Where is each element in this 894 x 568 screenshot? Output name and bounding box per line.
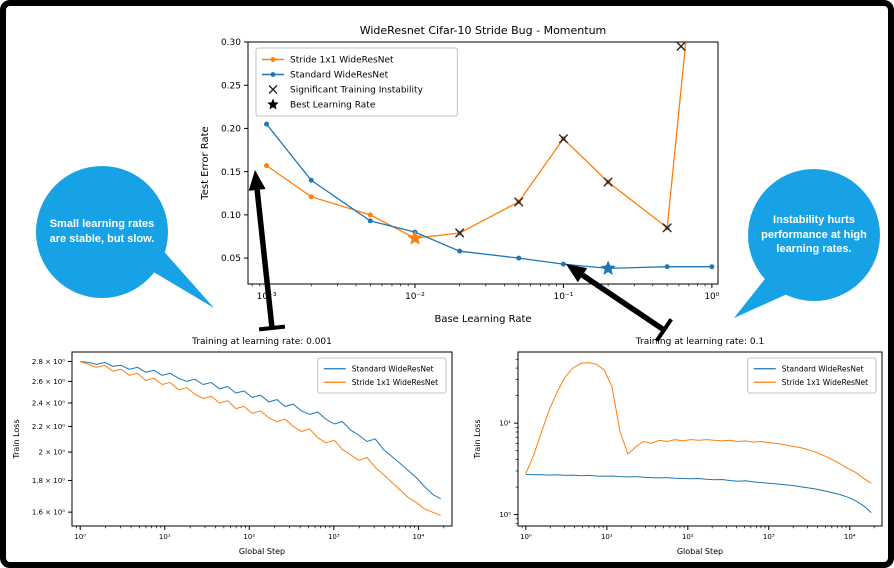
y-tick-label: 1.6 × 10⁰	[32, 509, 65, 517]
y-tick-label: 0.25	[221, 81, 241, 91]
legend-label: Stride 1x1 WideResNet	[352, 378, 438, 387]
x-tick-label: 10⁻²	[405, 292, 425, 302]
y-tick-label: 2.8 × 10⁰	[32, 358, 65, 366]
y-tick-label: 10¹	[499, 420, 511, 428]
chart-title: Training at learning rate: 0.001	[191, 337, 332, 347]
y-tick-label: 0.30	[221, 38, 241, 48]
y-axis-label: Train Loss	[473, 419, 482, 459]
x-tick-label: 10¹	[601, 533, 613, 541]
y-tick-label: 0.10	[221, 211, 241, 221]
instability-x-marker	[514, 197, 524, 207]
series-line	[525, 362, 872, 484]
y-tick-label: 10⁰	[499, 511, 511, 519]
x-tick-label: 10⁰	[520, 533, 532, 541]
instability-x-marker	[603, 177, 613, 187]
chart-training-lr-01: 10⁰ 10¹ 10² 10³ 10⁴ 10⁰ 10¹ Training at learnin…	[473, 337, 883, 556]
legend-label: Stride 1x1 WideResNet	[290, 56, 394, 66]
y-tick-label: 2.2 × 10⁰	[32, 423, 65, 431]
callout-right-text: Instability hurts performance at high le…	[761, 213, 867, 256]
callout-left-text: Small learning rates are stable, but slo…	[49, 218, 155, 245]
instability-x-marker	[676, 41, 686, 52]
chart-title: Training at learning rate: 0.1	[635, 337, 764, 347]
plot-box	[517, 351, 883, 527]
y-axis-label: Test Error Rate	[200, 126, 211, 200]
x-tick-label: 10⁰	[704, 292, 719, 302]
x-axis-label: Global Step	[239, 547, 285, 556]
y-tick-label: 2.6 × 10⁰	[32, 378, 65, 386]
x-tick-label: 10³	[328, 533, 340, 541]
y-tick-label: 2.4 × 10⁰	[32, 399, 65, 407]
instability-x-marker	[558, 134, 569, 144]
x-tick-label: 10²	[682, 533, 694, 541]
y-tick-label: 0.15	[221, 168, 241, 178]
y-tick-label: 0.05	[221, 254, 241, 264]
legend-label: Standard WideResNet	[782, 364, 864, 373]
x-tick-label: 10⁴	[844, 533, 856, 541]
x-axis-label: Base Learning Rate	[434, 314, 531, 325]
series-line	[80, 361, 442, 500]
series-line	[266, 41, 687, 239]
x-tick-label: 10⁻¹	[554, 292, 574, 302]
plot-box	[71, 351, 453, 527]
y-axis-label: Train Loss	[12, 419, 21, 459]
legend-label: Standard WideResNet	[290, 71, 389, 81]
best-lr-star-marker	[407, 230, 423, 245]
legend-label: Best Learning Rate	[290, 101, 376, 111]
callout-right-bubble: Instability hurts performance at high le…	[748, 169, 880, 301]
x-tick-label: 10⁻³	[257, 292, 277, 302]
series-line	[80, 361, 441, 517]
instability-x-marker	[662, 223, 672, 233]
instability-x-marker	[454, 228, 465, 238]
best-lr-star-marker	[600, 260, 616, 275]
legend: Standard WideResNet Stride 1x1 WideResNet	[317, 357, 447, 394]
x-tick-label: 10³	[763, 533, 775, 541]
plot-box	[247, 41, 719, 285]
x-tick-label: 10⁴	[412, 533, 424, 541]
legend-label: Stride 1x1 WideResNet	[782, 378, 868, 387]
main-chart: 10⁻³ 10⁻² 10⁻¹ 10⁰ 0.05 0.10 0.15 0.20 0.25 0.30 W…	[200, 24, 720, 325]
callout-left-bubble: Small learning rates are stable, but slo…	[36, 166, 168, 298]
x-tick-label: 10¹	[159, 533, 171, 541]
chart-title: WideResnet Cifar-10 Stride Bug - Momentu…	[360, 24, 607, 37]
x-tick-label: 10²	[243, 533, 255, 541]
series-line	[265, 123, 712, 270]
x-tick-label: 10⁰	[74, 533, 86, 541]
x-axis-label: Global Step	[677, 547, 723, 556]
legend: Standard WideResNet Stride 1x1 WideResNet	[747, 357, 877, 394]
legend-label: Standard WideResNet	[352, 364, 434, 373]
series-line	[525, 473, 872, 513]
legend: Stride 1x1 WideResNet Standard WideResNet…	[255, 47, 458, 117]
y-tick-label: 2 × 10⁰	[39, 449, 66, 457]
y-tick-label: 1.8 × 10⁰	[32, 477, 65, 485]
figure-canvas: 10⁻³ 10⁻² 10⁻¹ 10⁰ 0.05 0.10 0.15 0.20 0.25 0.30 W…	[6, 6, 888, 562]
chart-training-lr-0001: 10⁰ 10¹ 10² 10³ 10⁴ 1.6 × 10⁰ 1.8 × 10⁰ 2 × 10⁰…	[12, 337, 453, 556]
y-tick-label: 0.20	[221, 125, 241, 135]
legend-label: Significant Training Instability	[290, 86, 424, 96]
